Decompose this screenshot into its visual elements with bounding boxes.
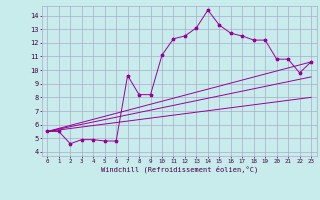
X-axis label: Windchill (Refroidissement éolien,°C): Windchill (Refroidissement éolien,°C) (100, 165, 258, 173)
